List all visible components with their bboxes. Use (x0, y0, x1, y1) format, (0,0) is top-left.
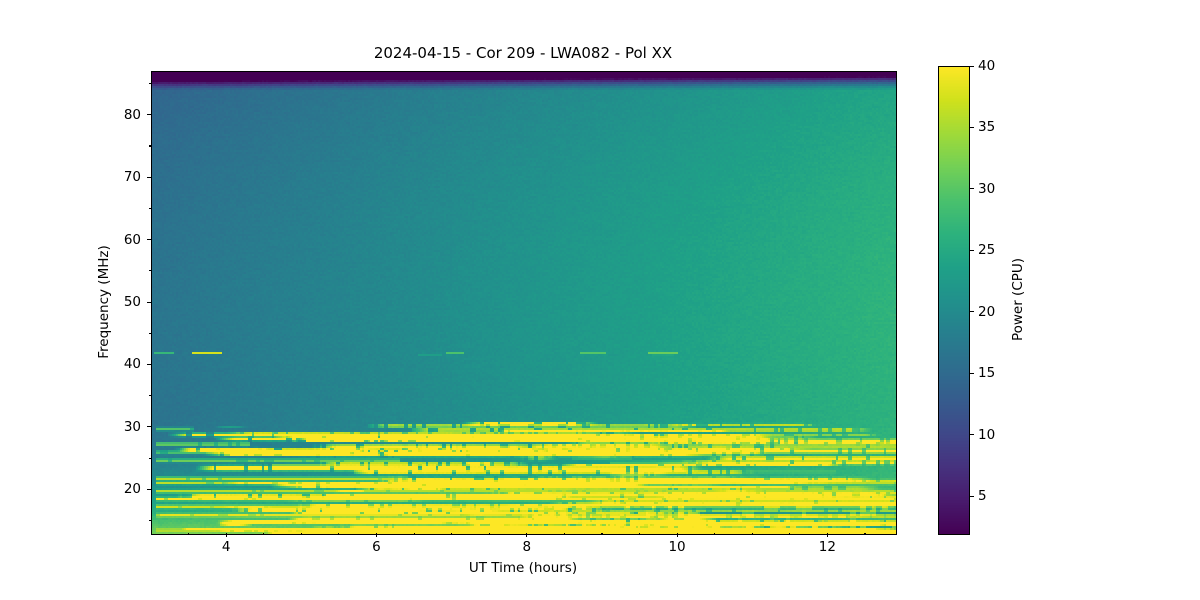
x-tick-minor-8.5 (563, 533, 565, 536)
x-tick-minor-12.5 (864, 533, 866, 536)
y-tick-50 (147, 301, 151, 303)
y-tick-minor-65 (148, 207, 151, 209)
y-tick-minor-35 (148, 395, 151, 397)
y-tick-60 (147, 239, 151, 241)
x-tick-minor-5 (300, 533, 302, 536)
x-tick-minor-11.5 (789, 533, 791, 536)
x-tick-minor-7.5 (488, 533, 490, 536)
y-tick-minor-15 (148, 520, 151, 522)
colorbar-ticklabel-30: 30 (978, 180, 996, 197)
x-ticklabel-4: 4 (221, 539, 231, 555)
spectrogram-axes (151, 71, 897, 535)
x-tick-minor-5.5 (338, 533, 340, 536)
colorbar-ticklabel-5: 5 (978, 488, 987, 505)
x-tick-4 (225, 533, 227, 537)
y-tick-minor-25 (148, 457, 151, 459)
colorbar-tick-25 (970, 249, 974, 251)
x-tick-minor-6.5 (413, 533, 415, 536)
x-axis-label: UT Time (hours) (468, 560, 578, 576)
colorbar-ticklabel-40: 40 (978, 58, 996, 74)
colorbar-tick-40 (970, 65, 974, 67)
y-tick-minor-85 (148, 82, 151, 85)
y-ticklabel-70: 70 (123, 169, 141, 186)
colorbar-tick-10 (970, 434, 974, 436)
x-ticklabel-8: 8 (522, 539, 532, 555)
colorbar-ticklabel-25: 25 (978, 242, 996, 259)
x-ticklabel-10: 10 (668, 539, 686, 555)
x-ticklabel-6: 6 (372, 539, 381, 555)
x-ticklabel-12: 12 (818, 539, 836, 555)
x-tick-minor-9.5 (638, 533, 641, 536)
x-tick-10 (676, 533, 678, 537)
colorbar-ticklabel-20: 20 (978, 303, 996, 320)
y-tick-20 (147, 488, 151, 490)
x-tick-minor-3.5 (188, 533, 190, 536)
x-tick-minor-11 (751, 533, 753, 536)
y-ticklabel-80: 80 (123, 106, 141, 123)
x-tick-minor-10.5 (714, 533, 716, 536)
y-tick-70 (147, 176, 151, 178)
y-ticklabel-20: 20 (123, 481, 141, 498)
x-tick-12 (826, 533, 828, 537)
colorbar-tick-20 (970, 311, 974, 313)
x-tick-minor-7 (451, 533, 453, 536)
colorbar-ticklabel-15: 15 (978, 365, 996, 382)
y-ticklabel-40: 40 (123, 356, 141, 373)
colorbar-gradient (939, 67, 969, 534)
x-tick-6 (375, 533, 378, 537)
y-tick-minor-75 (148, 145, 151, 147)
x-tick-minor-4.5 (263, 533, 265, 536)
chart-title: 2024-04-15 - Cor 209 - LWA082 - Pol XX (373, 44, 673, 62)
y-ticklabel-60: 60 (123, 231, 141, 248)
y-ticklabel-50: 50 (123, 294, 141, 310)
colorbar-ticklabel-10: 10 (978, 426, 996, 443)
dynamic-spectrum-image (152, 72, 896, 534)
y-tick-40 (147, 363, 151, 366)
colorbar (938, 66, 970, 535)
colorbar-tick-30 (970, 188, 974, 190)
colorbar-tick-35 (970, 126, 974, 129)
colorbar-tick-5 (970, 495, 974, 497)
y-tick-minor-55 (148, 270, 151, 272)
x-tick-8 (526, 533, 528, 537)
y-tick-30 (147, 426, 151, 428)
y-tick-minor-45 (148, 332, 151, 334)
y-tick-80 (147, 114, 151, 116)
x-tick-minor-9 (601, 533, 603, 536)
y-axis-label: Frequency (MHz) (96, 245, 112, 359)
colorbar-label: Power (CPU) (1010, 257, 1026, 342)
y-ticklabel-30: 30 (123, 418, 141, 435)
colorbar-tick-15 (970, 372, 974, 374)
colorbar-ticklabel-35: 35 (978, 119, 996, 136)
